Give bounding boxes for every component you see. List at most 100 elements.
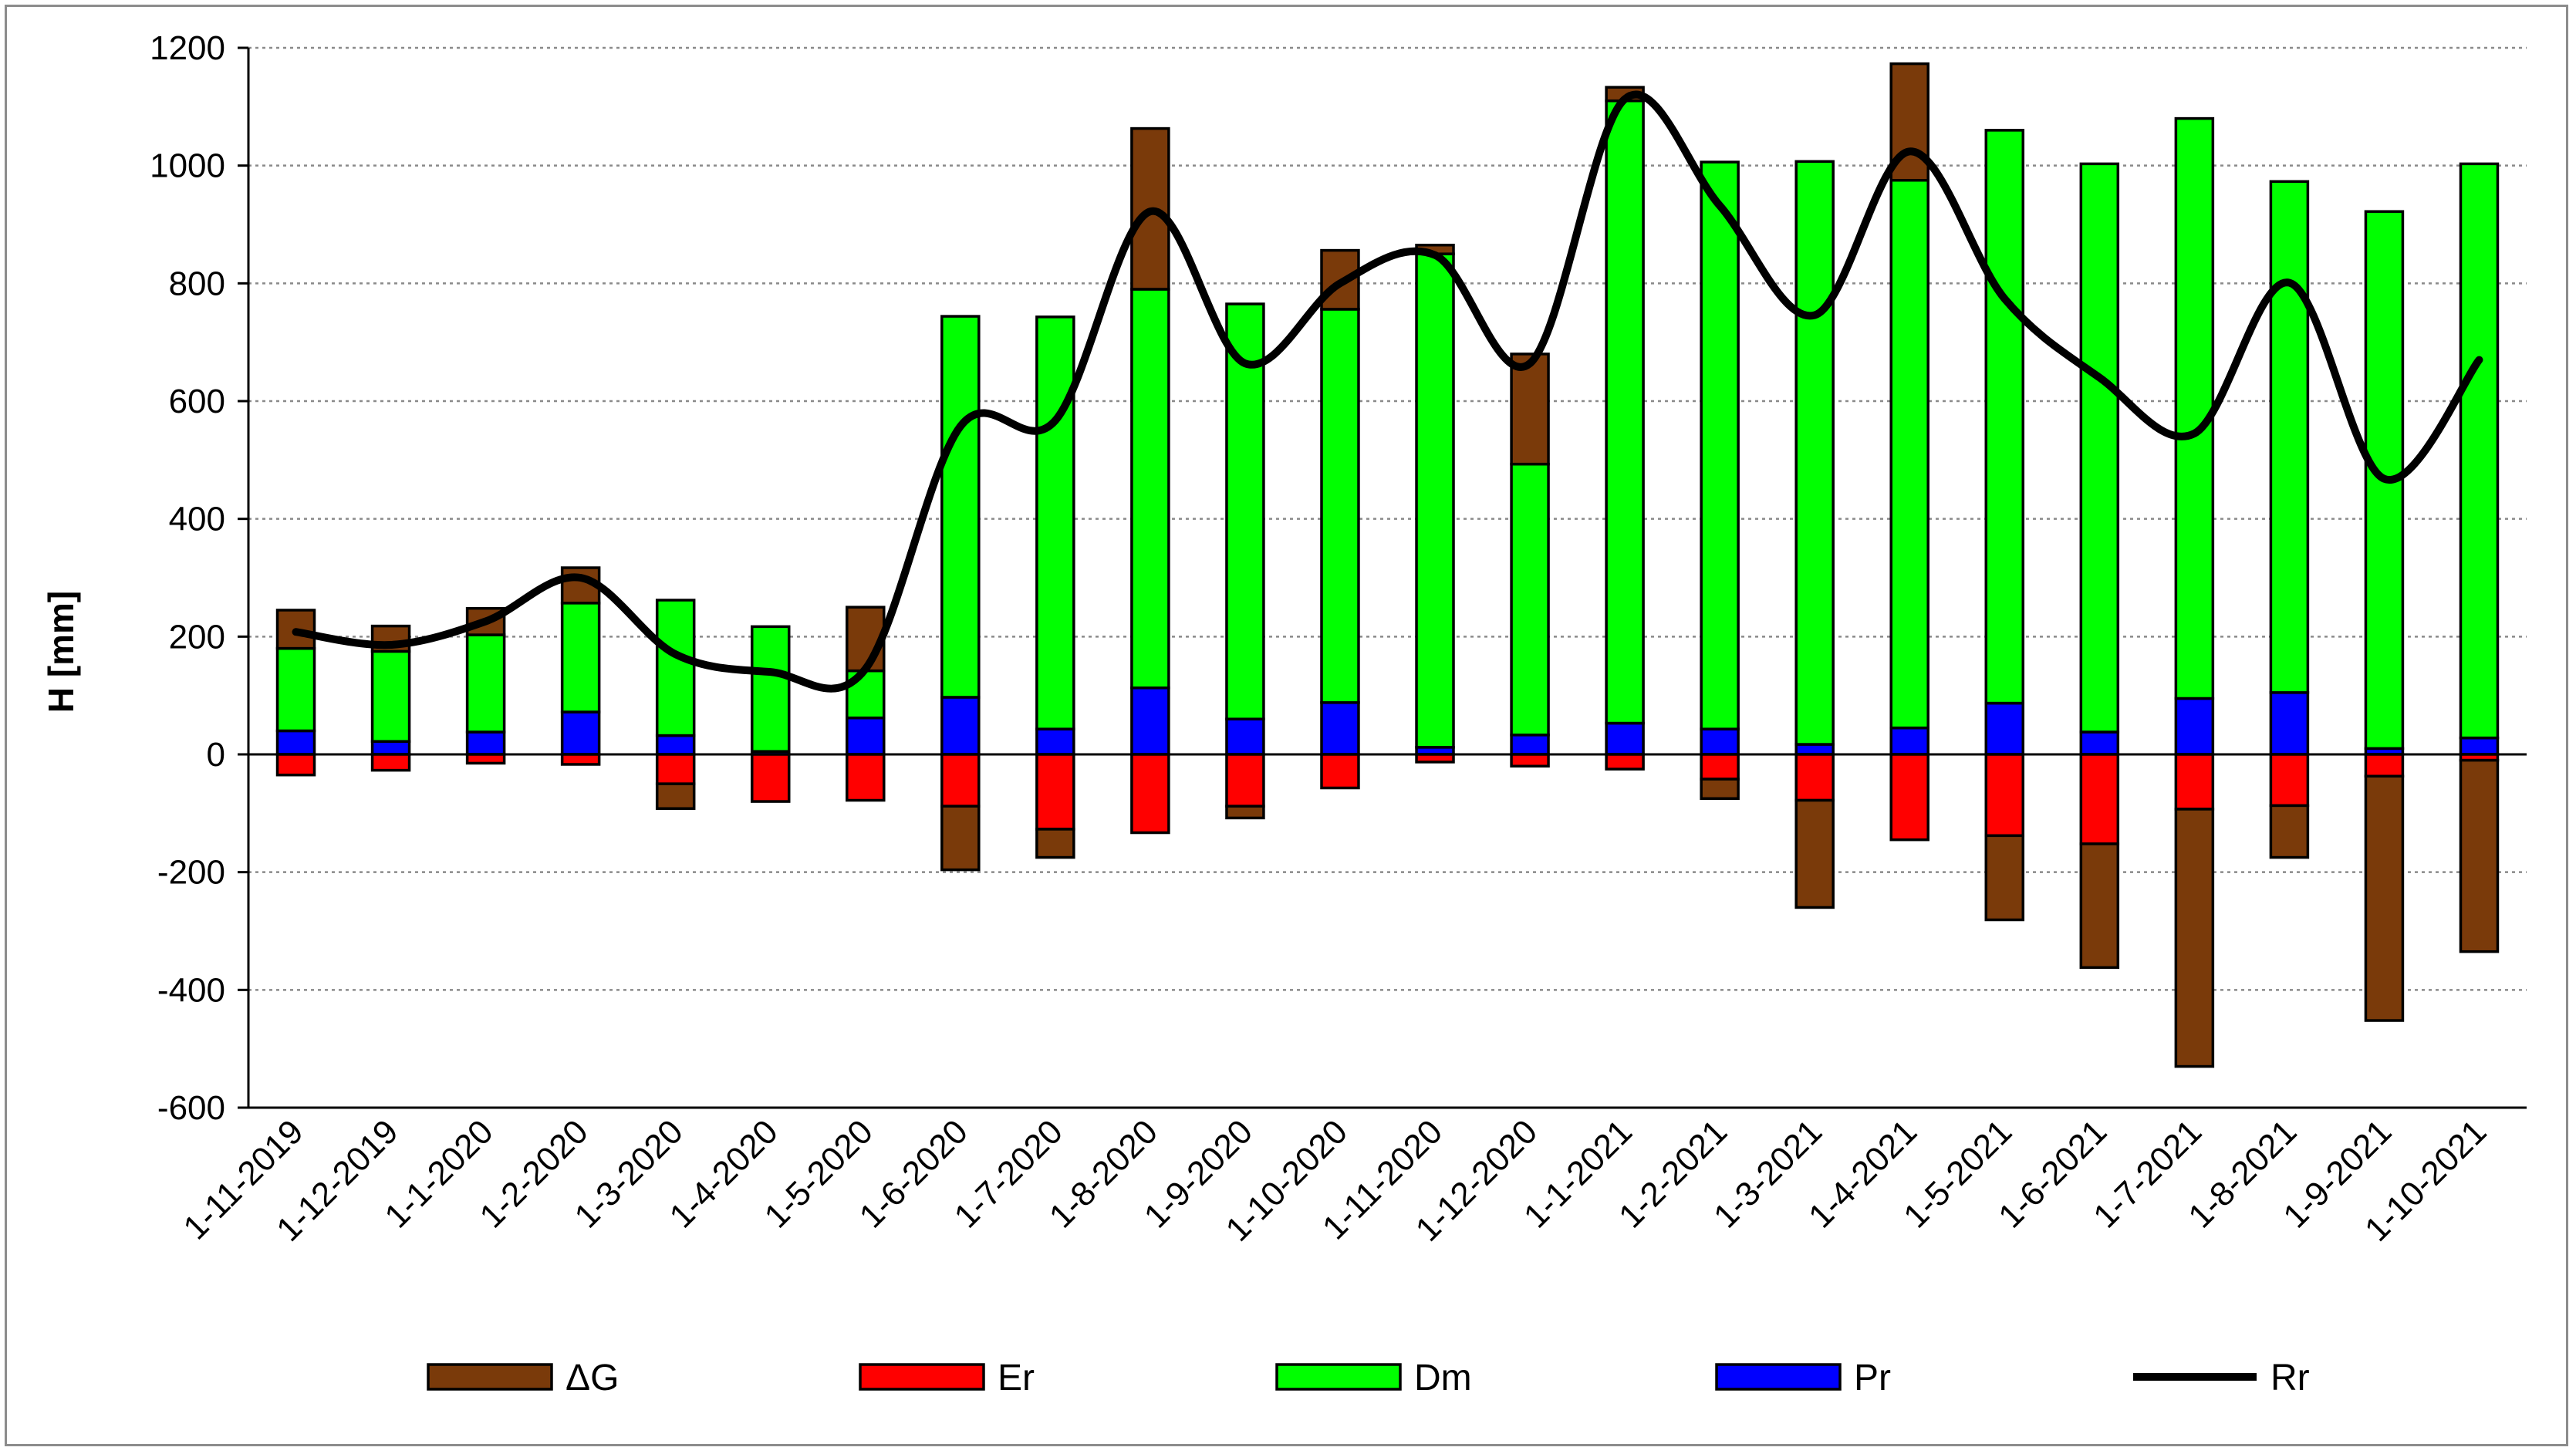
legend-label: ΔG bbox=[566, 1358, 619, 1398]
legend-swatch bbox=[1275, 1363, 1402, 1391]
bar-Pr-1-6-2021 bbox=[2079, 730, 2120, 756]
bar-Er-1-5-2021 bbox=[1984, 753, 2025, 838]
bar-Er-1-9-2020 bbox=[1225, 753, 1265, 808]
rr-line bbox=[292, 90, 2483, 693]
bar-Er-1-2-2021 bbox=[1700, 753, 1740, 781]
bar-delta-G-1-8-2021 bbox=[2269, 804, 2310, 859]
y-tick-label: 600 bbox=[169, 383, 225, 420]
bar-Dm-1-3-2020 bbox=[655, 599, 696, 737]
bar-delta-G-1-7-2020 bbox=[1035, 828, 1075, 859]
legend-swatch bbox=[427, 1363, 553, 1391]
bar-Er-1-12-2020 bbox=[1510, 753, 1550, 768]
bar-Pr-1-3-2021 bbox=[1794, 743, 1835, 756]
bar-delta-G-1-9-2021 bbox=[2364, 774, 2405, 1022]
bar-Dm-1-4-2020 bbox=[750, 625, 791, 753]
bar-delta-G-1-3-2020 bbox=[655, 782, 696, 810]
y-tick-label: 200 bbox=[169, 618, 225, 656]
bar-Er-1-3-2021 bbox=[1794, 753, 1835, 802]
bar-Dm-1-8-2021 bbox=[2269, 180, 2310, 694]
y-axis-label: H [mm] bbox=[41, 591, 81, 713]
bar-delta-G-1-6-2020 bbox=[940, 805, 981, 872]
legend-item-delta-g: ΔG bbox=[427, 1358, 619, 1398]
legend-item-rr: Rr bbox=[2133, 1358, 2310, 1398]
legend-label: Er bbox=[998, 1358, 1035, 1398]
bar-delta-G-1-6-2021 bbox=[2079, 842, 2120, 970]
bar-Er-1-7-2021 bbox=[2174, 753, 2215, 811]
bar-Dm-1-2-2020 bbox=[560, 602, 601, 714]
bar-Er-1-4-2021 bbox=[1889, 753, 1929, 842]
legend-label: Rr bbox=[2270, 1358, 2310, 1398]
bar-Dm-1-12-2020 bbox=[1510, 462, 1550, 737]
bar-Pr-1-1-2020 bbox=[465, 730, 506, 756]
bar-Er-1-8-2021 bbox=[2269, 753, 2310, 808]
bar-Pr-1-5-2021 bbox=[1984, 701, 2025, 756]
bar-delta-G-1-7-2021 bbox=[2174, 808, 2215, 1068]
y-tick-label: 800 bbox=[169, 265, 225, 302]
bar-Pr-1-1-2021 bbox=[1605, 721, 1645, 756]
bar-delta-G-1-12-2020 bbox=[1510, 353, 1550, 466]
bar-Dm-1-5-2021 bbox=[1984, 129, 2025, 705]
bar-Dm-1-6-2020 bbox=[940, 315, 981, 699]
bar-Pr-1-7-2021 bbox=[2174, 697, 2215, 756]
bar-Dm-1-7-2021 bbox=[2174, 116, 2215, 700]
bar-Er-1-6-2020 bbox=[940, 753, 981, 808]
bar-Dm-1-10-2020 bbox=[1320, 308, 1360, 704]
legend-item-er: Er bbox=[859, 1358, 1035, 1398]
bar-Er-1-4-2020 bbox=[750, 753, 791, 803]
bar-Dm-1-7-2020 bbox=[1035, 315, 1075, 730]
bar-Pr-1-7-2020 bbox=[1035, 727, 1075, 756]
bar-Er-1-1-2021 bbox=[1605, 753, 1645, 771]
bar-Er-1-6-2021 bbox=[2079, 753, 2120, 845]
bar-Pr-1-11-2019 bbox=[275, 729, 316, 756]
y-tick-label: -200 bbox=[157, 854, 225, 892]
bar-Pr-1-10-2020 bbox=[1320, 701, 1360, 756]
bar-Er-1-8-2020 bbox=[1130, 753, 1170, 835]
legend-swatch bbox=[859, 1363, 985, 1391]
legend-item-dm: Dm bbox=[1275, 1358, 1472, 1398]
bar-Er-1-10-2020 bbox=[1320, 753, 1360, 790]
bar-Pr-1-8-2020 bbox=[1130, 686, 1170, 756]
y-tick-label: 1000 bbox=[150, 147, 225, 185]
bar-Er-1-1-2020 bbox=[465, 753, 506, 765]
bar-Dm-1-10-2021 bbox=[2459, 162, 2500, 740]
bar-Pr-1-5-2020 bbox=[846, 716, 886, 756]
y-tick-label: -400 bbox=[157, 971, 225, 1009]
bar-Er-1-3-2020 bbox=[655, 753, 696, 785]
bar-Dm-1-6-2021 bbox=[2079, 162, 2120, 734]
bar-Dm-1-1-2020 bbox=[465, 633, 506, 734]
bars bbox=[275, 62, 2500, 1068]
y-tick-label: 400 bbox=[169, 501, 225, 538]
bar-Dm-1-3-2021 bbox=[1794, 160, 1835, 746]
bar-Er-1-9-2021 bbox=[2364, 753, 2405, 778]
bar-Dm-1-12-2019 bbox=[370, 649, 411, 743]
bar-Er-1-7-2020 bbox=[1035, 753, 1075, 831]
bar-Dm-1-8-2020 bbox=[1130, 288, 1170, 690]
bar-Pr-1-2-2020 bbox=[560, 710, 601, 756]
bar-Er-1-5-2020 bbox=[846, 753, 886, 802]
y-tick-label: 1200 bbox=[150, 29, 225, 67]
chart-frame bbox=[5, 5, 2568, 1446]
legend-item-pr: Pr bbox=[1715, 1358, 1891, 1398]
bar-Dm-1-11-2019 bbox=[275, 646, 316, 733]
bar-delta-G-1-3-2021 bbox=[1794, 798, 1835, 909]
y-tick-label: -600 bbox=[157, 1089, 225, 1127]
bar-Pr-1-4-2021 bbox=[1889, 726, 1929, 756]
bar-Dm-1-1-2021 bbox=[1605, 99, 1645, 725]
bar-Dm-1-9-2020 bbox=[1225, 302, 1265, 720]
bar-delta-G-1-2-2021 bbox=[1700, 778, 1740, 800]
bar-Pr-1-8-2021 bbox=[2269, 691, 2310, 756]
rr-line-layer bbox=[292, 90, 2483, 693]
bar-delta-G-1-10-2021 bbox=[2459, 758, 2500, 953]
bar-Er-1-11-2019 bbox=[275, 753, 316, 777]
bar-Dm-1-2-2021 bbox=[1700, 160, 1740, 730]
bar-delta-G-1-2-2020 bbox=[560, 566, 601, 605]
bar-Pr-1-6-2020 bbox=[940, 696, 981, 756]
legend-swatch bbox=[1715, 1363, 1842, 1391]
legend-label: Pr bbox=[1854, 1358, 1891, 1398]
bar-Er-1-2-2020 bbox=[560, 753, 601, 766]
bar-Pr-1-2-2021 bbox=[1700, 727, 1740, 756]
bar-Pr-1-12-2019 bbox=[370, 740, 411, 756]
bar-Dm-1-11-2020 bbox=[1415, 252, 1455, 749]
bar-Er-1-12-2019 bbox=[370, 753, 411, 772]
